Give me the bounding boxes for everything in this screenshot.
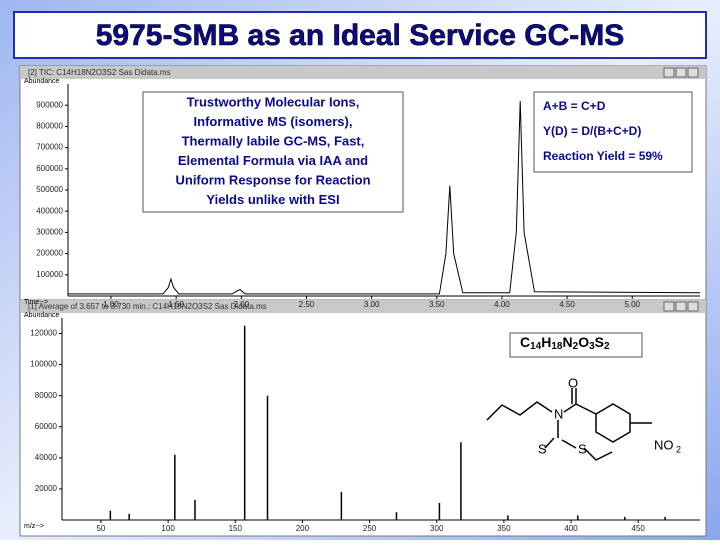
formula-element: O [578, 334, 589, 350]
formula-box [509, 332, 643, 358]
formula-subscript: 14 [530, 341, 542, 352]
y-tick-label: 500000 [36, 185, 63, 194]
window-titlebar [20, 300, 706, 313]
button[interactable] [687, 67, 699, 78]
y-tick-label: 800000 [36, 122, 63, 131]
y-tick-label: 100000 [30, 360, 57, 369]
formula-element: H [541, 334, 551, 350]
formula-subscript: 2 [573, 341, 579, 352]
formula-subscript: 3 [589, 341, 595, 352]
atom-label: N [554, 406, 563, 421]
y-tick-label: 60000 [35, 422, 58, 431]
claim-line: Elemental Formula via IAA and [178, 153, 368, 168]
atom-label: O [568, 375, 578, 390]
claim-line: Trustworthy Molecular Ions, [187, 94, 360, 109]
x-tick-label: 3.50 [429, 300, 445, 309]
claim-line: Thermally labile GC-MS, Fast, [182, 133, 365, 148]
x-tick-label: 50 [96, 524, 105, 533]
button[interactable] [663, 67, 675, 78]
reaction-line: A+B = C+D [543, 99, 606, 113]
y-tick-label: 120000 [30, 329, 57, 338]
charts: Abundance Time--> 100000 200000 300000 400000… [24, 78, 701, 533]
x-tick-label: 300 [430, 524, 444, 533]
y-tick-label: 400000 [36, 206, 63, 215]
claim-line: Informative MS (isomers), [194, 114, 353, 129]
x-tick-label: 100 [161, 524, 175, 533]
y-tick-label: 900000 [36, 100, 63, 109]
atom-label: S [538, 441, 547, 456]
y-tick-label: 300000 [36, 228, 63, 237]
atom-label: 2 [676, 444, 681, 454]
y-tick-label: 600000 [36, 164, 63, 173]
window-title: [1] Average of 3.657 to 3.730 min.: C14H… [28, 302, 267, 311]
x-tick-label: 4.00 [494, 300, 510, 309]
button[interactable] [663, 301, 675, 312]
x-tick-label: 350 [497, 524, 511, 533]
window-title: [2] TIC: C14H18N2O3S2 Sas Didata.ms [28, 68, 171, 77]
claims: Trustworthy Molecular Ions, Informative M… [175, 94, 370, 207]
formula-subscript: 18 [551, 341, 563, 352]
y-tick-label: 700000 [36, 143, 63, 152]
reaction-line: Reaction Yield = 59% [543, 149, 663, 163]
x-tick-label: 3.00 [364, 300, 380, 309]
molecule [486, 388, 652, 461]
x-tick-label: 400 [564, 524, 578, 533]
x-tick-label: 200 [296, 524, 310, 533]
x-axis-label: m/z--> [24, 523, 44, 530]
formula-element: N [563, 334, 573, 350]
formula-element: S [595, 334, 604, 350]
x-tick-label: 2.50 [299, 300, 315, 309]
x-tick-label: 2.00 [234, 300, 250, 309]
x-tick-label: 250 [363, 524, 377, 533]
button[interactable] [687, 301, 699, 312]
y-tick-label: 200000 [36, 249, 63, 258]
reaction: A+B = C+D Y(D) = D/(B+C+D) Reaction Yield … [543, 99, 663, 163]
claim-line: Uniform Response for Reaction [175, 172, 370, 187]
y-tick-label: 40000 [35, 453, 58, 462]
window-titlebar [20, 66, 706, 79]
reaction-line: Y(D) = D/(B+C+D) [543, 124, 641, 138]
x-tick-label: 1.50 [168, 300, 184, 309]
x-tick-label: 5.00 [624, 300, 640, 309]
window-buttons [663, 67, 699, 312]
x-tick-label: 1.00 [103, 300, 119, 309]
title-box [13, 11, 707, 59]
atom-label: NO [654, 437, 674, 452]
claims-box [142, 91, 404, 213]
y-tick-label: 100000 [36, 270, 63, 279]
x-tick-label: 150 [229, 524, 243, 533]
slide-title: 5975-SMB as an Ideal Service GC-MS [96, 19, 625, 52]
y-tick-label: 80000 [35, 391, 58, 400]
button[interactable] [675, 301, 687, 312]
molecule-labels: O N S S NO 2 [538, 375, 681, 456]
tic-trace [68, 100, 701, 295]
atom-label: S [578, 441, 587, 456]
y-tick-label: 20000 [35, 484, 58, 493]
y-axis-label: Abundance [24, 78, 60, 85]
x-axis-label: Time--> [24, 299, 48, 306]
x-tick-label: 450 [632, 524, 646, 533]
claim-line: Yields unlike with ESI [206, 192, 339, 207]
reaction-box [533, 91, 693, 173]
button[interactable] [675, 67, 687, 78]
x-tick-label: 4.50 [559, 300, 575, 309]
y-axis-label: Abundance [24, 312, 60, 319]
formula: C14H18N2O3S2 [520, 334, 610, 352]
formula-subscript: 2 [604, 341, 610, 352]
formula-element: C [520, 334, 530, 350]
